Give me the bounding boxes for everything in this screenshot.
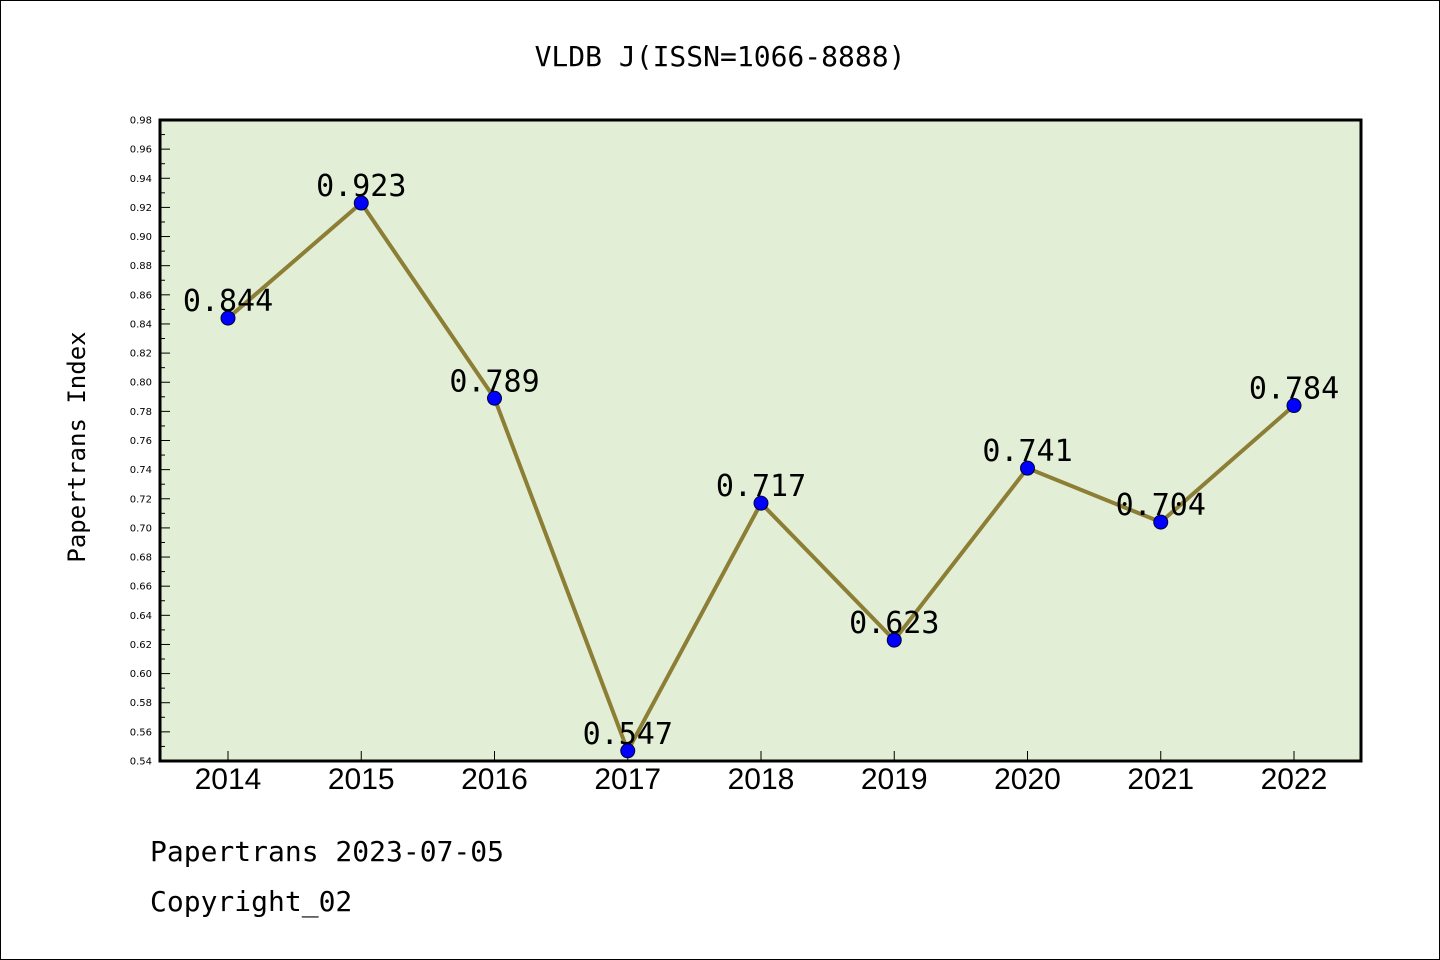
data-point <box>886 632 902 648</box>
data-point <box>220 310 236 326</box>
data-label: 0.547 <box>583 717 673 752</box>
y-axis-label: Papertrans Index <box>63 331 91 562</box>
y-tick-label: 0.96 <box>130 145 152 156</box>
y-tick-label: 0.86 <box>130 290 152 301</box>
x-tick-label: 2022 <box>1261 763 1328 796</box>
x-tick-label: 2018 <box>728 763 795 796</box>
y-axis-ticks: 0.54 0.56 0.58 0.60 0.62 0.64 0.66 0.68 0.70 0.72… <box>130 116 170 768</box>
data-label: 0.844 <box>183 284 273 319</box>
x-tick-label: 2015 <box>328 763 395 796</box>
y-tick-label: 0.98 <box>130 116 152 127</box>
data-point <box>620 743 636 759</box>
data-point <box>1153 514 1169 530</box>
data-label: 0.741 <box>982 434 1072 469</box>
x-tick-label: 2014 <box>195 763 262 796</box>
plot-area <box>158 118 1363 763</box>
y-tick-label: 0.82 <box>130 349 152 360</box>
y-tick-label: 0.78 <box>130 407 152 418</box>
data-label: 0.704 <box>1116 488 1206 523</box>
y-tick-label: 0.88 <box>130 261 152 272</box>
y-tick-label: 0.80 <box>130 378 152 389</box>
data-label: 0.923 <box>316 169 406 204</box>
y-tick-label: 0.72 <box>130 494 152 505</box>
footer-copyright: Copyright_02 <box>150 885 353 918</box>
data-label: 0.789 <box>449 364 539 399</box>
x-tick-label: 2020 <box>994 763 1061 796</box>
x-tick-label: 2019 <box>861 763 928 796</box>
data-label: 0.784 <box>1249 372 1339 407</box>
x-tick-label: 2017 <box>594 763 661 796</box>
y-tick-label: 0.70 <box>130 523 152 534</box>
y-tick-label: 0.64 <box>130 611 152 622</box>
y-tick-label: 0.92 <box>130 203 152 214</box>
data-point <box>1286 398 1302 414</box>
y-tick-label: 0.68 <box>130 553 152 564</box>
y-tick-label: 0.54 <box>130 757 152 768</box>
y-tick-label: 0.60 <box>130 669 152 680</box>
x-axis-ticks: 2014 2015 2016 2017 2018 2019 2020 2021 2022 <box>195 751 1328 796</box>
y-tick-label: 0.58 <box>130 698 152 709</box>
y-tick-label: 0.84 <box>130 319 152 330</box>
y-tick-label: 0.62 <box>130 640 152 651</box>
data-label: 0.717 <box>716 469 806 504</box>
chart-title: VLDB J(ISSN=1066-8888) <box>535 40 906 73</box>
data-point <box>753 495 769 511</box>
y-tick-label: 0.56 <box>130 727 152 738</box>
data-point <box>1020 460 1035 476</box>
y-tick-label: 0.90 <box>130 232 152 243</box>
x-tick-label: 2016 <box>461 763 528 796</box>
series-papertrans-index: 0.844 0.923 0.789 0.547 0.717 0.623 0.741 0.704… <box>183 169 1339 759</box>
y-tick-label: 0.66 <box>130 582 152 593</box>
x-tick-label: 2021 <box>1127 763 1194 796</box>
data-point <box>487 390 502 406</box>
data-label: 0.623 <box>849 606 939 641</box>
y-tick-label: 0.76 <box>130 436 152 447</box>
y-tick-label: 0.94 <box>130 174 152 185</box>
data-point <box>353 195 369 211</box>
footer-date: Papertrans 2023-07-05 <box>150 835 505 868</box>
y-tick-label: 0.74 <box>130 465 152 476</box>
